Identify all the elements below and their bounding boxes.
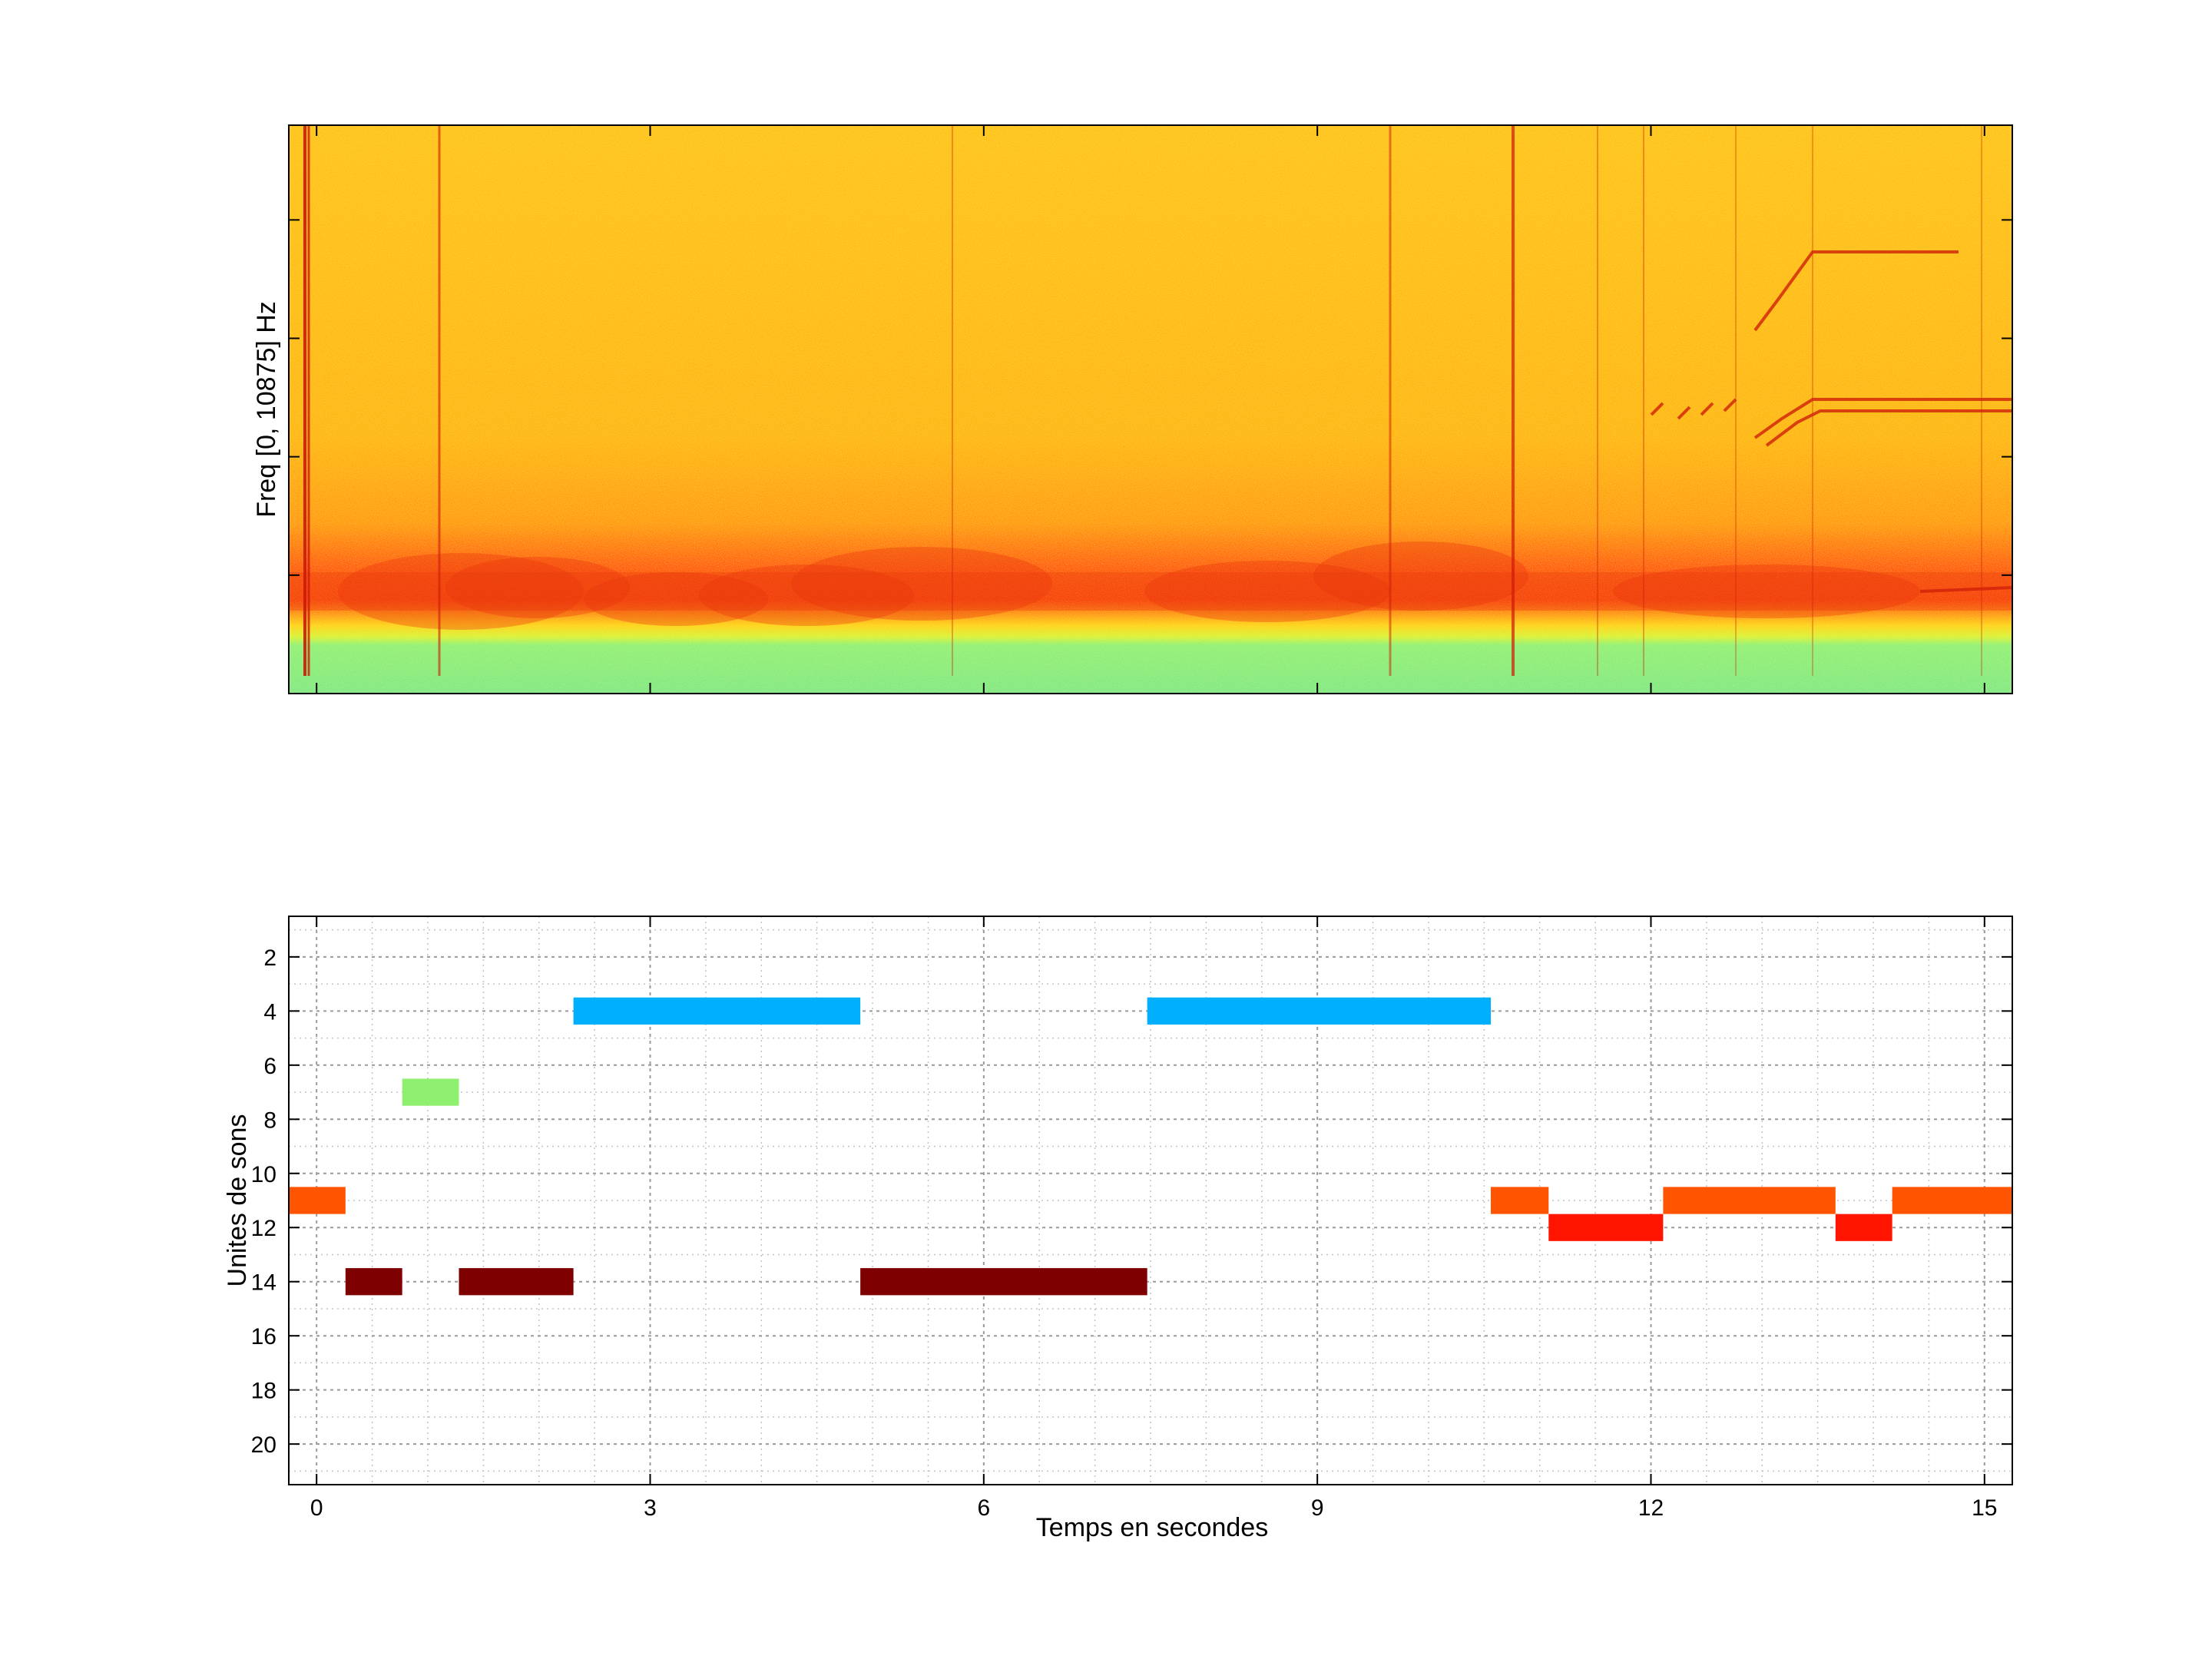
spectrogram-features (289, 125, 2012, 676)
energy-blob (699, 565, 914, 626)
y-tick-label: 20 (251, 1432, 276, 1458)
harmonic-trace (1753, 250, 1959, 332)
harmonic-trace (1765, 409, 2012, 447)
unit-segment (1491, 1187, 1549, 1214)
y-tick-labels: 2 4 6 8 10 12 14 16 18 20 (251, 945, 276, 1458)
y-tick-label: 8 (263, 1108, 276, 1133)
x-tick-label: 3 (644, 1495, 657, 1521)
energy-blob (1613, 565, 1920, 618)
spectrogram-panel: Freq [0, 10875] Hz (252, 124, 2013, 694)
spectrogram-ticks (289, 125, 2012, 694)
y-tick-label: 10 (251, 1162, 276, 1187)
units-xlabel: Temps en secondes (1036, 1513, 1268, 1542)
unit-segment (459, 1268, 574, 1296)
energy-blob (1313, 541, 1528, 611)
unit-segment (1147, 997, 1492, 1025)
energy-blob (445, 557, 630, 618)
unit-segment (289, 1187, 346, 1214)
unit-segment (1892, 1187, 2012, 1214)
x-tick-label: 9 (1311, 1495, 1324, 1521)
harmonic-trace (1650, 398, 1737, 420)
x-tick-label: 12 (1638, 1495, 1664, 1521)
harmonic-trace (1919, 586, 2012, 593)
energy-blob (1144, 561, 1390, 622)
y-tick-label: 12 (251, 1216, 276, 1241)
energy-blob (338, 553, 584, 630)
units-plot-frame (288, 916, 2013, 1485)
unit-segment (860, 1268, 1147, 1296)
y-tick-label: 16 (251, 1324, 276, 1349)
units-panel: 0 3 6 9 12 15 2 4 6 8 10 12 14 16 18 20 Temps en secon… (223, 916, 2013, 1542)
y-tick-label: 6 (263, 1054, 276, 1079)
harmonic-trace (1753, 398, 2012, 439)
x-tick-labels: 0 3 6 9 12 15 (310, 1495, 1998, 1521)
energy-blob (584, 572, 768, 626)
y-tick-label: 18 (251, 1379, 276, 1404)
units-ylabel: Unites de sons (223, 1114, 252, 1287)
energy-blob (791, 547, 1052, 621)
units-ticks (289, 916, 2012, 1485)
unit-segments (289, 997, 2012, 1296)
y-tick-label: 4 (263, 999, 276, 1025)
x-tick-label: 6 (977, 1495, 990, 1521)
unit-segment (1835, 1214, 1892, 1241)
unit-segment (573, 997, 861, 1025)
unit-segment (1548, 1214, 1664, 1241)
unit-segment (345, 1268, 402, 1296)
spectrogram-ylabel: Freq [0, 10875] Hz (252, 301, 281, 518)
x-tick-label: 0 (310, 1495, 323, 1521)
y-tick-label: 14 (251, 1270, 276, 1296)
unit-segment (1663, 1187, 1836, 1214)
spectrogram-image (289, 125, 2012, 694)
unit-segment (402, 1078, 459, 1106)
spectrogram-frame (288, 124, 2013, 694)
energy-band (289, 572, 2012, 611)
x-tick-label: 15 (1972, 1495, 1997, 1521)
y-tick-label: 2 (263, 945, 276, 971)
